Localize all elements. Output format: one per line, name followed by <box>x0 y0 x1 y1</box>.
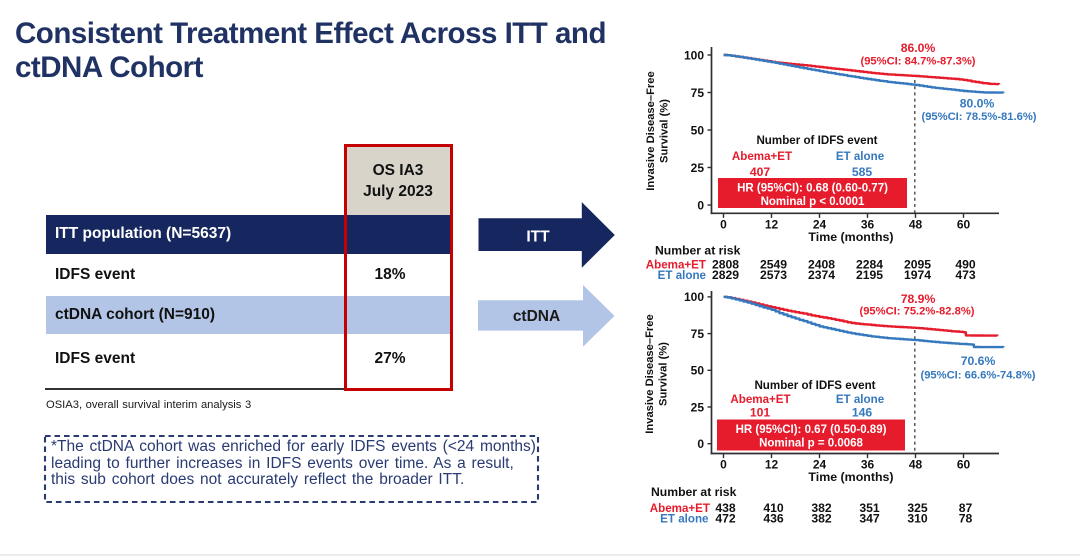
svg-text:Number at risk: Number at risk <box>655 244 741 258</box>
svg-text:1974: 1974 <box>904 268 931 282</box>
svg-text:0: 0 <box>697 437 704 451</box>
svg-text:Abema+ET: Abema+ET <box>650 502 710 515</box>
svg-text:36: 36 <box>861 458 875 472</box>
svg-text:Time (months): Time (months) <box>808 230 893 244</box>
svg-text:Nominal p < 0.0001: Nominal p < 0.0001 <box>761 196 865 208</box>
svg-text:36: 36 <box>861 217 875 231</box>
svg-text:48: 48 <box>909 458 923 472</box>
svg-text:78: 78 <box>959 512 973 526</box>
svg-text:ET alone: ET alone <box>660 513 709 526</box>
svg-text:87: 87 <box>959 501 973 515</box>
svg-text:Invasive Disease–Free: Invasive Disease–Free <box>645 71 657 190</box>
svg-text:0: 0 <box>720 458 727 472</box>
svg-text:2374: 2374 <box>808 268 835 282</box>
svg-text:2284: 2284 <box>856 258 883 272</box>
svg-text:24: 24 <box>813 217 827 231</box>
svg-text:310: 310 <box>907 512 928 526</box>
svg-text:78.9%: 78.9% <box>901 292 936 306</box>
svg-text:325: 325 <box>907 501 928 515</box>
svg-text:Abema+ET: Abema+ET <box>730 393 790 406</box>
svg-text:60: 60 <box>957 217 971 231</box>
svg-text:ctDNA: ctDNA <box>513 308 560 325</box>
svg-text:24: 24 <box>813 458 827 472</box>
svg-text:70.6%: 70.6% <box>961 354 996 368</box>
svg-text:(95%CI: 75.2%-82.8%): (95%CI: 75.2%-82.8%) <box>859 306 974 318</box>
svg-text:50: 50 <box>691 364 705 378</box>
svg-text:101: 101 <box>750 406 771 420</box>
svg-text:(95%CI: 66.6%-74.8%): (95%CI: 66.6%-74.8%) <box>920 370 1035 382</box>
svg-text:12: 12 <box>765 217 779 231</box>
svg-text:ET alone: ET alone <box>836 150 885 163</box>
svg-text:2573: 2573 <box>760 268 787 282</box>
svg-text:ET alone: ET alone <box>658 269 707 282</box>
svg-text:2195: 2195 <box>856 268 883 282</box>
svg-text:490: 490 <box>955 258 976 272</box>
svg-text:2808: 2808 <box>712 258 739 272</box>
svg-text:Survival (%): Survival (%) <box>659 99 671 163</box>
svg-text:50: 50 <box>691 123 705 137</box>
svg-text:2408: 2408 <box>808 258 835 272</box>
svg-text:585: 585 <box>852 165 873 179</box>
svg-text:407: 407 <box>750 165 771 179</box>
svg-text:Invasive Disease–Free: Invasive Disease–Free <box>644 314 656 433</box>
svg-text:146: 146 <box>852 406 873 420</box>
svg-text:347: 347 <box>859 512 880 526</box>
svg-text:ITT: ITT <box>526 228 550 245</box>
svg-text:0: 0 <box>697 198 704 212</box>
svg-text:382: 382 <box>811 501 832 515</box>
svg-text:Number of IDFS event: Number of IDFS event <box>756 134 877 147</box>
svg-text:75: 75 <box>691 86 705 100</box>
svg-text:100: 100 <box>684 290 704 304</box>
svg-text:473: 473 <box>955 268 976 282</box>
svg-text:472: 472 <box>715 512 736 526</box>
svg-text:(95%CI: 84.7%-87.3%): (95%CI: 84.7%-87.3%) <box>860 56 975 68</box>
svg-text:0: 0 <box>720 217 727 231</box>
svg-text:Number of IDFS event: Number of IDFS event <box>754 379 875 392</box>
svg-text:382: 382 <box>811 512 832 526</box>
svg-text:HR (95%CI): 0.68 (0.60-0.77): HR (95%CI): 0.68 (0.60-0.77) <box>737 183 888 195</box>
svg-text:Nominal p = 0.0068: Nominal p = 0.0068 <box>759 438 863 450</box>
svg-text:Abema+ET: Abema+ET <box>732 150 792 163</box>
svg-text:60: 60 <box>957 458 971 472</box>
svg-text:438: 438 <box>715 501 736 515</box>
svg-text:HR (95%CI): 0.67 (0.50-0.89): HR (95%CI): 0.67 (0.50-0.89) <box>736 424 887 436</box>
svg-text:100: 100 <box>684 48 704 62</box>
svg-text:351: 351 <box>859 501 880 515</box>
svg-text:2829: 2829 <box>712 268 739 282</box>
svg-text:ET alone: ET alone <box>836 393 885 406</box>
svg-text:Time (months): Time (months) <box>808 470 893 484</box>
svg-text:48: 48 <box>909 217 923 231</box>
svg-text:12: 12 <box>765 458 779 472</box>
svg-text:80.0%: 80.0% <box>960 97 995 111</box>
svg-text:Number at risk: Number at risk <box>651 485 737 499</box>
svg-text:Survival (%): Survival (%) <box>658 342 670 406</box>
svg-text:25: 25 <box>691 161 705 175</box>
svg-text:25: 25 <box>691 400 705 414</box>
svg-text:410: 410 <box>763 501 784 515</box>
svg-text:436: 436 <box>763 512 784 526</box>
svg-text:2549: 2549 <box>760 258 787 272</box>
svg-text:75: 75 <box>691 327 705 341</box>
svg-text:2095: 2095 <box>904 258 931 272</box>
svg-text:(95%CI: 78.5%-81.6%): (95%CI: 78.5%-81.6%) <box>921 111 1036 123</box>
svg-text:86.0%: 86.0% <box>901 41 936 55</box>
svg-text:Abema+ET: Abema+ET <box>646 259 706 272</box>
